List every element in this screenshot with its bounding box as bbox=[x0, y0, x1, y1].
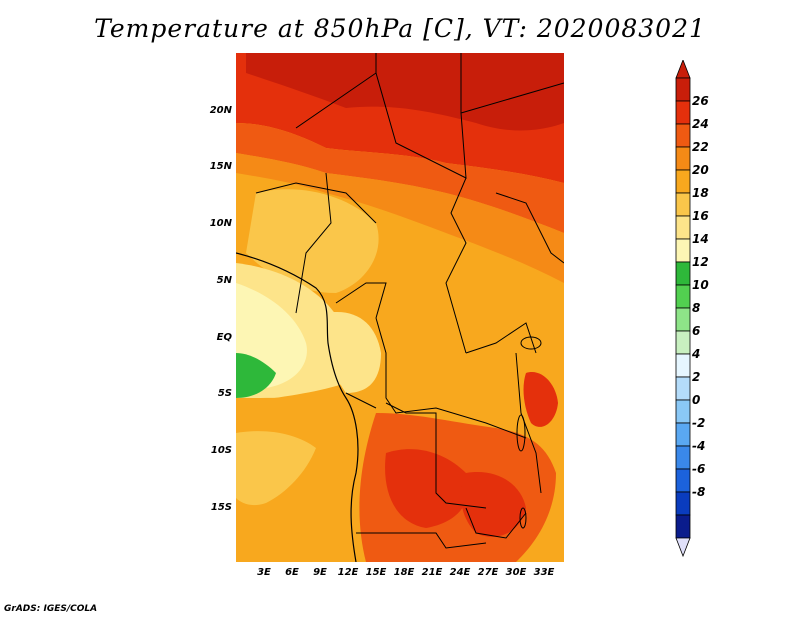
colorbar-swatch bbox=[675, 261, 691, 286]
colorbar-swatch bbox=[675, 146, 691, 171]
colorbar-label: 20 bbox=[692, 163, 709, 177]
colorbar-label: 4 bbox=[692, 347, 701, 361]
lat-label-10n: 10N bbox=[209, 218, 232, 229]
lakes bbox=[516, 336, 542, 529]
lat-label-eq: EQ bbox=[216, 332, 232, 343]
colorbar-label: -6 bbox=[692, 462, 706, 476]
colorbar bbox=[675, 60, 691, 558]
colorbar-label: 8 bbox=[692, 301, 701, 315]
lat-label-5s: 5S bbox=[217, 388, 232, 399]
band-16-west bbox=[246, 189, 379, 293]
cool-patch-west-1 bbox=[236, 353, 276, 398]
colorbar-swatch bbox=[675, 422, 691, 447]
lon-label-27e: 27E bbox=[477, 567, 499, 578]
colorbar-label: 16 bbox=[692, 209, 709, 223]
colorbar-swatch bbox=[675, 445, 691, 470]
colorbar-label: 18 bbox=[692, 186, 709, 200]
colorbar-label: -4 bbox=[692, 439, 706, 453]
colorbar-label: -8 bbox=[692, 485, 706, 499]
colorbar-swatch bbox=[675, 192, 691, 217]
colorbar-swatch bbox=[675, 376, 691, 401]
colorbar-swatch bbox=[675, 307, 691, 332]
colorbar-swatch bbox=[675, 514, 691, 539]
colorbar-label: 14 bbox=[692, 232, 709, 246]
lat-label-5n: 5N bbox=[216, 275, 232, 286]
country-borders bbox=[255, 53, 564, 549]
colorbar-swatch bbox=[675, 491, 691, 516]
hot-core-east bbox=[523, 372, 558, 427]
lat-label-15n: 15N bbox=[209, 161, 232, 172]
colorbar-label: 24 bbox=[692, 117, 709, 131]
colorbar-bottom-arrow bbox=[675, 537, 691, 558]
hot-core-south-1 bbox=[385, 449, 469, 528]
colorbar-swatch bbox=[675, 238, 691, 263]
lat-label-20n: 20N bbox=[209, 105, 232, 116]
colorbar-swatch bbox=[675, 100, 691, 125]
lon-label-30e: 30E bbox=[505, 567, 527, 578]
colorbar-label: 12 bbox=[692, 255, 709, 269]
lon-label-24e: 24E bbox=[449, 567, 471, 578]
lon-label-9e: 9E bbox=[313, 567, 327, 578]
colorbar-swatch bbox=[675, 468, 691, 493]
colorbar-label: 22 bbox=[692, 140, 709, 154]
band-14-gabon bbox=[326, 312, 381, 393]
footer-credit: GrADS: IGES/COLA bbox=[4, 604, 98, 614]
colorbar-top-arrow bbox=[675, 60, 691, 79]
band-20-sahel bbox=[236, 153, 564, 283]
lon-label-3e: 3E bbox=[257, 567, 271, 578]
colorbar-swatch bbox=[675, 77, 691, 102]
colorbar-label: 26 bbox=[692, 94, 709, 108]
hot-core-south-2 bbox=[460, 472, 526, 537]
chart-title: Temperature at 850hPa [C], VT: 202008302… bbox=[94, 14, 706, 43]
lat-label-10s: 10S bbox=[210, 445, 232, 456]
band-22-north bbox=[236, 123, 564, 233]
lon-label-12e: 12E bbox=[337, 567, 359, 578]
colorbar-swatch bbox=[675, 399, 691, 424]
lon-label-33e: 33E bbox=[533, 567, 555, 578]
lon-label-18e: 18E bbox=[393, 567, 415, 578]
temperature-map bbox=[236, 53, 564, 562]
lon-label-6e: 6E bbox=[285, 567, 299, 578]
coastline bbox=[236, 252, 359, 562]
colorbar-swatch bbox=[675, 330, 691, 355]
colorbar-swatch bbox=[675, 169, 691, 194]
hot-core-north bbox=[246, 53, 564, 131]
colorbar-swatch bbox=[675, 353, 691, 378]
band-16-south-atlantic bbox=[236, 431, 316, 506]
colorbar-label: 6 bbox=[692, 324, 701, 338]
colorbar-swatch bbox=[675, 215, 691, 240]
colorbar-swatch bbox=[675, 284, 691, 309]
lat-label-15s: 15S bbox=[210, 502, 232, 513]
lon-label-21e: 21E bbox=[421, 567, 443, 578]
colorbar-label: 0 bbox=[692, 393, 701, 407]
colorbar-swatch bbox=[675, 123, 691, 148]
colorbar-label: -2 bbox=[692, 416, 706, 430]
lon-label-15e: 15E bbox=[365, 567, 387, 578]
colorbar-label: 2 bbox=[692, 370, 701, 384]
colorbar-label: 10 bbox=[692, 278, 709, 292]
